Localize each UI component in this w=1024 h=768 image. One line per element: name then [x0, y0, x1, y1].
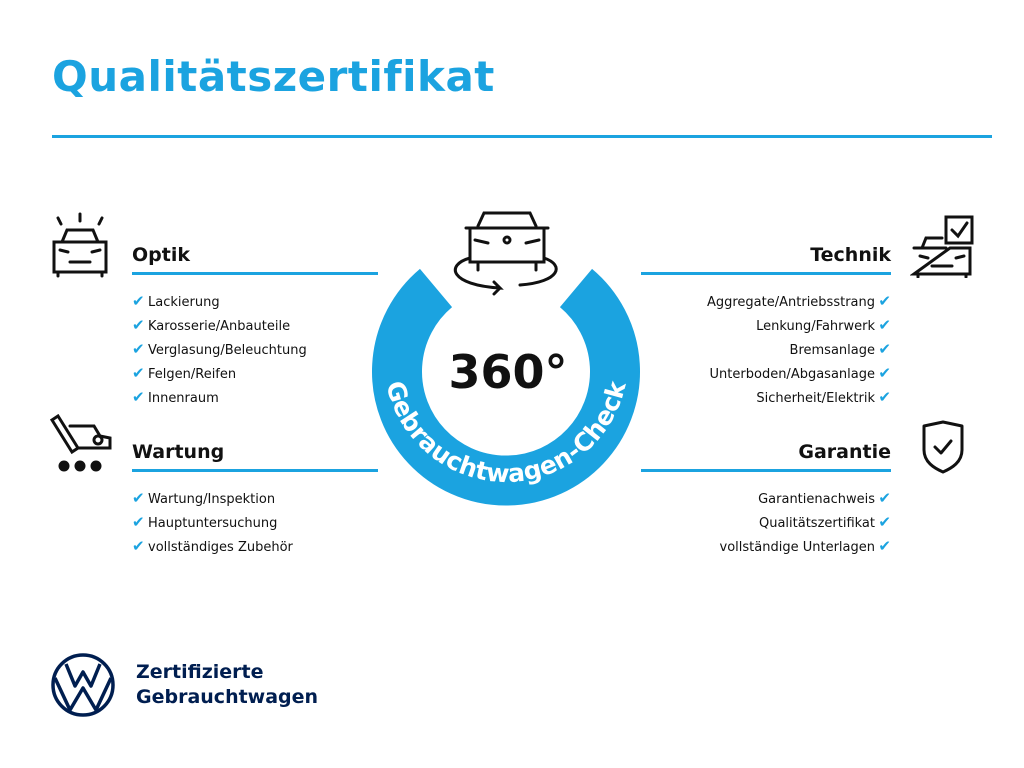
list-item: Unterboden/Abgasanlage ✔	[641, 361, 891, 385]
list-item: ✔ Karosserie/Anbauteile	[132, 313, 378, 337]
check-icon: ✔	[132, 316, 145, 334]
list-item: Bremsanlage ✔	[641, 337, 891, 361]
vw-logo	[51, 653, 115, 717]
check-icon: ✔	[132, 489, 145, 507]
check-icon: ✔	[878, 537, 891, 555]
check-icon: ✔	[878, 513, 891, 531]
section-heading: Technik	[810, 244, 891, 266]
check-icon: ✔	[132, 340, 145, 358]
check-icon: ✔	[878, 489, 891, 507]
check-icon: ✔	[878, 388, 891, 406]
section-underline	[132, 469, 378, 472]
brand-text: Zertifizierte Gebrauchtwagen	[136, 660, 318, 710]
check-icon: ✔	[132, 364, 145, 382]
list-item: ✔ Innenraum	[132, 385, 378, 409]
list-item: vollständige Unterlagen ✔	[641, 534, 891, 558]
car-lights-icon	[52, 212, 108, 278]
section-technik: Technik Aggregate/Antriebsstrang ✔ Lenkun…	[641, 242, 891, 409]
brand-line-2: Gebrauchtwagen	[136, 686, 319, 708]
check-icon: ✔	[878, 292, 891, 310]
list-item: Qualitätszertifikat ✔	[641, 510, 891, 534]
section-underline	[132, 272, 378, 275]
check-icon: ✔	[132, 513, 145, 531]
section-garantie: Garantie Garantienachweis ✔ Qualitätszert…	[641, 439, 891, 558]
ring-arc	[372, 268, 640, 506]
check-icon: ✔	[132, 388, 145, 406]
car-360-rotate-icon	[453, 211, 558, 296]
list-item: ✔ vollständiges Zubehör	[132, 534, 378, 558]
section-heading: Garantie	[798, 441, 891, 463]
title-divider	[52, 135, 992, 138]
list-item: ✔ Verglasung/Beleuchtung	[132, 337, 378, 361]
shield-check-icon	[922, 420, 964, 474]
check-icon: ✔	[878, 316, 891, 334]
car-checklist-icon	[910, 215, 974, 278]
list-item: Lenkung/Fahrwerk ✔	[641, 313, 891, 337]
list-item: Garantienachweis ✔	[641, 486, 891, 510]
list-item: ✔ Felgen/Reifen	[132, 361, 378, 385]
check-icon: ✔	[878, 340, 891, 358]
service-tools-icon	[49, 414, 112, 472]
page-title: Qualitätszertifikat	[52, 52, 495, 101]
section-heading: Optik	[132, 244, 190, 266]
section-heading: Wartung	[132, 441, 225, 463]
check-icon: ✔	[132, 292, 145, 310]
section-underline	[641, 469, 891, 472]
list-item: Aggregate/Antriebsstrang ✔	[641, 289, 891, 313]
section-underline	[641, 272, 891, 275]
section-optik: Optik ✔ Lackierung ✔ Karosserie/Anbauteile…	[132, 242, 378, 409]
brand-line-1: Zertifizierte	[136, 661, 264, 683]
check-icon: ✔	[132, 537, 145, 555]
section-wartung: Wartung ✔ Wartung/Inspektion ✔ Hauptunters…	[132, 439, 378, 558]
list-item: ✔ Hauptuntersuchung	[132, 510, 378, 534]
list-item: Sicherheit/Elektrik ✔	[641, 385, 891, 409]
center-number: 360°	[448, 345, 567, 399]
check-icon: ✔	[878, 364, 891, 382]
list-item: ✔ Lackierung	[132, 289, 378, 313]
list-item: ✔ Wartung/Inspektion	[132, 486, 378, 510]
